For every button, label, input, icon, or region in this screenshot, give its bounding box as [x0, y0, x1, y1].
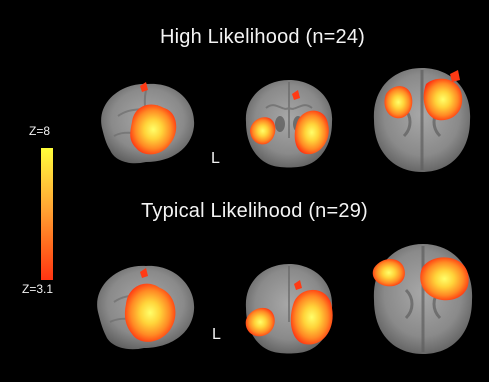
colorbar-min-label: Z=3.1	[22, 282, 54, 296]
brain-axial-typical	[372, 244, 473, 354]
brain-sagittal-high	[101, 82, 195, 164]
group-title-high-likelihood: High Likelihood (n=24)	[159, 26, 366, 48]
brain-coronal-high	[245, 80, 333, 168]
orientation-label-top: L	[211, 150, 220, 167]
colorbar	[41, 148, 53, 280]
orientation-label-bottom: L	[212, 326, 221, 343]
brain-sagittal-typical	[97, 265, 195, 350]
brain-coronal-typical	[245, 264, 333, 354]
group-title-typical-likelihood: Typical Likelihood (n=29)	[141, 200, 368, 222]
brain-axial-high	[373, 68, 471, 172]
colorbar-max-label: Z=8	[29, 124, 51, 138]
